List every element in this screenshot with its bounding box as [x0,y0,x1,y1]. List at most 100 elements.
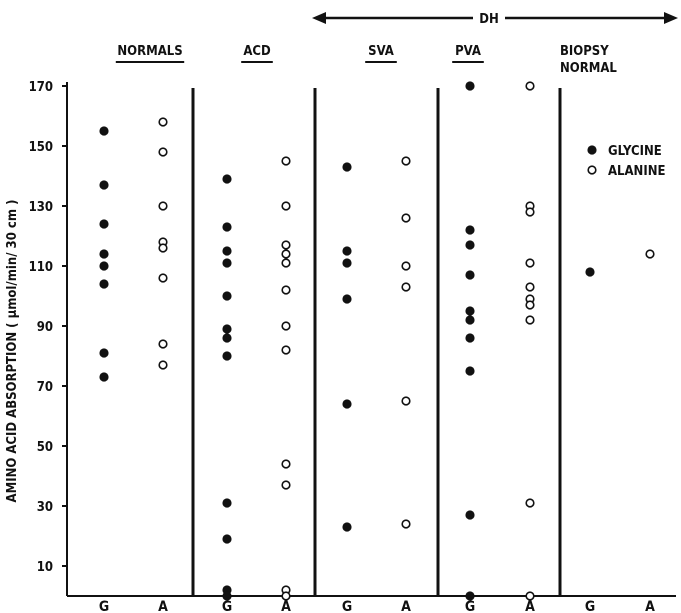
chart-frame: 10 30 50 70 90 110 130 150 170 AMINO ACID ABSORPT… [5,12,678,613]
alanine-point [281,156,291,166]
alanine-point [281,240,291,250]
glycine-point [222,258,232,268]
alanine-point [281,345,291,355]
alanine-point [281,201,291,211]
alanine-point [525,591,535,601]
alanine-point [401,213,411,223]
glycine-point [99,261,109,271]
glycine-point [465,366,475,376]
x-tick-label: G [465,599,475,613]
alanine-point [281,591,291,601]
glycine-point [342,258,352,268]
glycine-point [99,372,109,382]
glycine-point [465,315,475,325]
glycine-point [465,81,475,91]
dh-label: DH [479,12,499,27]
alanine-point [281,258,291,268]
alanine-point [281,285,291,295]
group-header: NORMAL [560,61,617,76]
glycine-point [222,534,232,544]
group-header: NORMALS [117,44,182,59]
glycine-point [222,333,232,343]
glycine-point [465,225,475,235]
alanine-point [401,282,411,292]
alanine-point [525,498,535,508]
alanine-point [401,396,411,406]
group-headers: NORMALS ACD SVA PVA BIOPSY NORMAL [115,44,617,76]
alanine-point [281,480,291,490]
alanine-point [525,300,535,310]
glycine-point [99,219,109,229]
x-tick-label: A [158,599,168,613]
legend-alanine-marker [587,165,597,175]
y-tick-label: 110 [29,260,53,275]
glycine-point [342,246,352,256]
x-tick-label: A [401,599,411,613]
glycine-point [222,498,232,508]
alanine-point [281,321,291,331]
alanine-point [401,519,411,529]
glycine-point [342,522,352,532]
x-tick-label: A [525,599,535,613]
alanine-point [158,243,168,253]
group-header: PVA [455,44,481,59]
legend-glycine-marker [587,145,597,155]
glycine-point [222,174,232,184]
y-tick-label: 170 [29,80,53,95]
glycine-point [465,591,475,601]
alanine-point [281,459,291,469]
glycine-point [99,348,109,358]
alanine-point [525,258,535,268]
alanine-point [158,201,168,211]
x-tick-label: G [342,599,352,613]
alanine-point [525,207,535,217]
alanine-point [158,273,168,283]
x-tick-label: G [585,599,595,613]
glycine-point [222,324,232,334]
glycine-point [465,333,475,343]
legend: GLYCINE ALANINE [587,144,665,179]
alanine-point [525,282,535,292]
y-tick-label: 70 [37,380,53,395]
alanine-point [158,147,168,157]
alanine-point [158,117,168,127]
glycine-point [465,306,475,316]
y-tick-label: 90 [37,320,53,335]
glycine-point [342,162,352,172]
glycine-point [99,180,109,190]
glycine-point [99,249,109,259]
alanine-point [281,249,291,259]
alanine-point [525,81,535,91]
alanine-point [401,156,411,166]
glycine-point [465,510,475,520]
glycine-point [342,399,352,409]
x-tick-label: A [281,599,291,613]
glycine-point [222,351,232,361]
legend-glycine-label: GLYCINE [608,144,662,159]
alanine-point [158,360,168,370]
group-header: BIOPSY [560,44,609,59]
x-tick-label: A [645,599,655,613]
glycine-point [99,126,109,136]
dh-arrowhead-left [312,12,326,24]
legend-alanine-label: ALANINE [608,164,665,179]
alanine-point [158,339,168,349]
y-tick-label: 30 [37,500,53,515]
y-axis-label: AMINO ACID ABSORPTION ( μmol/min/ 30 cm … [5,200,20,503]
x-tick-label: G [99,599,109,613]
glycine-point [465,240,475,250]
y-tick-label: 10 [37,560,53,575]
glycine-point [222,222,232,232]
y-tick-label: 130 [29,200,53,215]
glycine-point [222,291,232,301]
glycine-point [342,294,352,304]
dh-arrowhead-right [664,12,678,24]
glycine-point [465,270,475,280]
x-tick-label: G [222,599,232,613]
glycine-point [222,246,232,256]
alanine-point [525,315,535,325]
group-header: ACD [243,44,271,59]
y-tick-label: 150 [29,140,53,155]
group-header: SVA [368,44,394,59]
